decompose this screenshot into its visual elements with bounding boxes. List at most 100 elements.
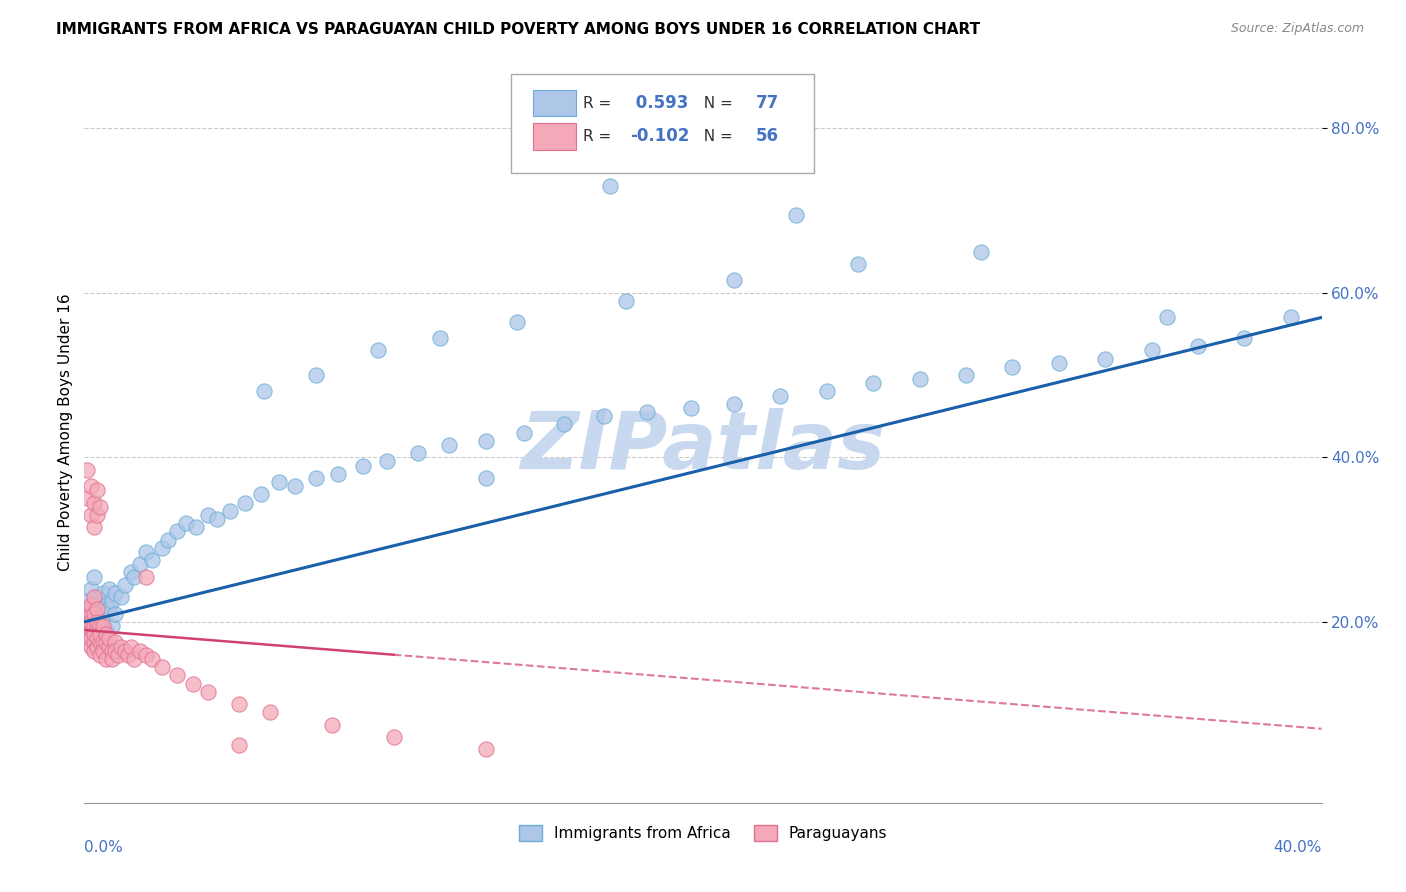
Point bbox=[104, 586, 127, 600]
Point bbox=[94, 635, 117, 649]
Point bbox=[114, 643, 136, 657]
Point bbox=[723, 273, 745, 287]
Point bbox=[593, 409, 616, 424]
Point bbox=[94, 652, 117, 666]
Point bbox=[86, 632, 108, 646]
Point bbox=[101, 594, 124, 608]
Point bbox=[955, 368, 977, 382]
Point bbox=[79, 607, 101, 621]
Point bbox=[1187, 339, 1209, 353]
Point bbox=[475, 434, 498, 448]
Point bbox=[83, 495, 105, 509]
Text: 40.0%: 40.0% bbox=[1274, 840, 1322, 855]
Point bbox=[769, 389, 792, 403]
Point bbox=[1140, 343, 1163, 358]
Point bbox=[76, 594, 98, 608]
Point bbox=[86, 590, 108, 604]
Point bbox=[79, 632, 101, 646]
Point bbox=[249, 487, 271, 501]
Point bbox=[86, 619, 108, 633]
Point bbox=[166, 524, 188, 539]
Text: R =: R = bbox=[583, 95, 616, 111]
Point bbox=[89, 648, 111, 662]
Point bbox=[207, 512, 229, 526]
Point bbox=[91, 643, 114, 657]
Point bbox=[101, 652, 124, 666]
Point bbox=[846, 257, 869, 271]
Point bbox=[636, 405, 658, 419]
Point bbox=[117, 648, 139, 662]
Point bbox=[122, 569, 145, 583]
Point bbox=[91, 586, 114, 600]
Point bbox=[83, 643, 105, 657]
Point bbox=[83, 619, 105, 633]
Point bbox=[785, 208, 807, 222]
Point bbox=[86, 640, 108, 654]
Point bbox=[166, 668, 188, 682]
Point bbox=[122, 652, 145, 666]
Legend: Immigrants from Africa, Paraguayans: Immigrants from Africa, Paraguayans bbox=[513, 819, 893, 847]
Point bbox=[104, 635, 127, 649]
Point bbox=[79, 582, 101, 596]
Point bbox=[439, 438, 461, 452]
Point bbox=[89, 627, 111, 641]
Point bbox=[475, 742, 498, 756]
Text: -0.102: -0.102 bbox=[630, 128, 689, 145]
Point bbox=[184, 520, 207, 534]
Point bbox=[129, 558, 152, 572]
Point bbox=[506, 315, 529, 329]
Point bbox=[408, 446, 430, 460]
FancyBboxPatch shape bbox=[533, 123, 575, 150]
Point bbox=[91, 611, 114, 625]
Point bbox=[1047, 356, 1070, 370]
Point bbox=[1233, 331, 1256, 345]
Text: ZIPatlas: ZIPatlas bbox=[520, 409, 886, 486]
Point bbox=[104, 643, 127, 657]
Point bbox=[76, 619, 98, 633]
Point bbox=[79, 599, 101, 613]
Text: 0.0%: 0.0% bbox=[84, 840, 124, 855]
Text: N =: N = bbox=[695, 95, 738, 111]
Point bbox=[284, 479, 307, 493]
Point bbox=[76, 635, 98, 649]
Point bbox=[253, 384, 276, 399]
Point bbox=[79, 607, 101, 621]
FancyBboxPatch shape bbox=[512, 73, 814, 173]
Point bbox=[83, 619, 105, 633]
Point bbox=[218, 504, 240, 518]
Point bbox=[83, 599, 105, 613]
Point bbox=[83, 627, 105, 641]
Point bbox=[156, 533, 179, 547]
Point bbox=[76, 462, 98, 476]
Point bbox=[76, 602, 98, 616]
Point bbox=[599, 178, 621, 193]
Point bbox=[1094, 351, 1116, 366]
Point bbox=[114, 578, 136, 592]
Point bbox=[94, 599, 117, 613]
Point bbox=[723, 397, 745, 411]
FancyBboxPatch shape bbox=[533, 90, 575, 117]
Point bbox=[1279, 310, 1302, 325]
Point bbox=[326, 467, 349, 481]
Point bbox=[107, 648, 129, 662]
Point bbox=[94, 627, 117, 641]
Point bbox=[862, 376, 884, 391]
Point bbox=[135, 569, 157, 583]
Point bbox=[79, 479, 101, 493]
Point bbox=[305, 471, 328, 485]
Text: 77: 77 bbox=[756, 95, 779, 112]
Point bbox=[475, 471, 498, 485]
Point bbox=[79, 640, 101, 654]
Y-axis label: Child Poverty Among Boys Under 16: Child Poverty Among Boys Under 16 bbox=[58, 293, 73, 572]
Point bbox=[135, 648, 157, 662]
Point bbox=[89, 615, 111, 629]
Point bbox=[908, 372, 931, 386]
Point bbox=[79, 615, 101, 629]
Point bbox=[228, 738, 250, 752]
Point bbox=[76, 627, 98, 641]
Point bbox=[79, 508, 101, 522]
Point bbox=[553, 417, 575, 432]
Point bbox=[83, 590, 105, 604]
Point bbox=[377, 454, 399, 468]
Point bbox=[104, 607, 127, 621]
